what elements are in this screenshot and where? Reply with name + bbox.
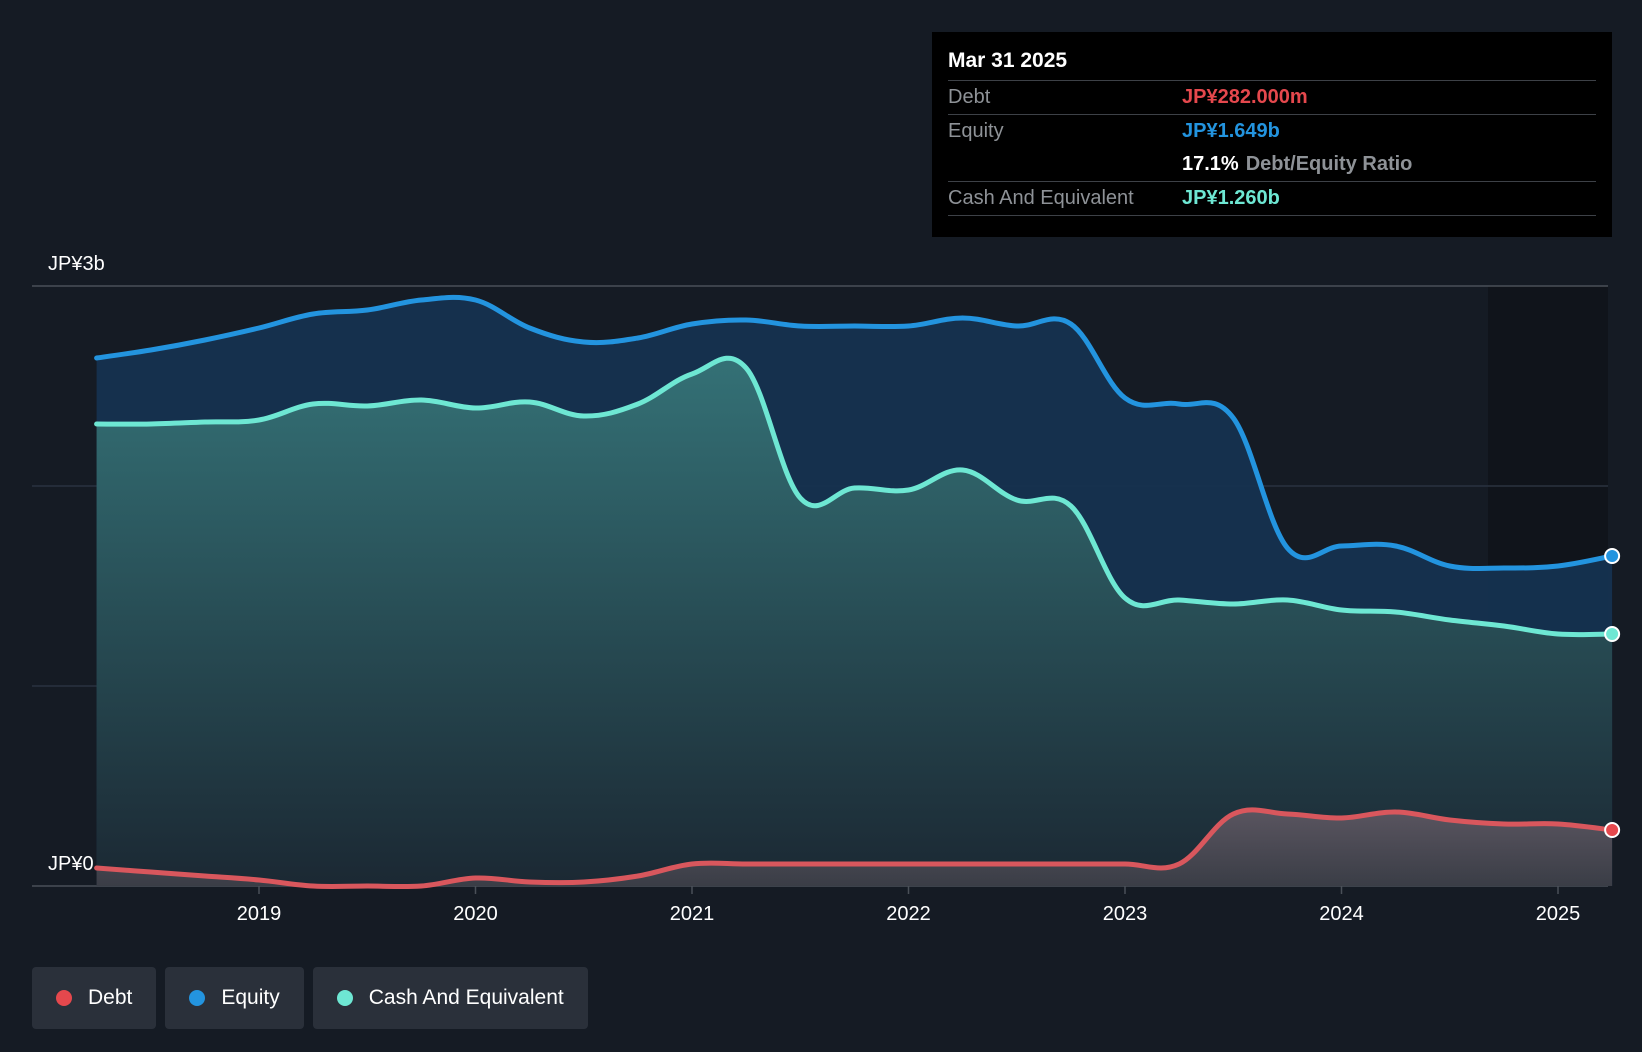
tooltip-ratio-label: Debt/Equity Ratio bbox=[1245, 153, 1413, 175]
tooltip-debt-label: Debt bbox=[948, 86, 991, 108]
x-tick-label-2025: 2025 bbox=[1536, 903, 1581, 925]
y-tick-label-top: JP¥3b bbox=[48, 253, 105, 275]
tooltip-cash-value: JP¥1.260b bbox=[1182, 187, 1280, 209]
equity-line bbox=[94, 294, 1615, 571]
x-tick-label-2024: 2024 bbox=[1319, 903, 1364, 925]
debt-dot-icon bbox=[56, 990, 72, 1006]
x-tick-label-2019: 2019 bbox=[237, 903, 282, 925]
debt-line bbox=[94, 807, 1615, 890]
cash-area bbox=[96, 358, 1613, 886]
tooltip-row-cash: Cash And Equivalent JP¥1.260b bbox=[948, 182, 1596, 216]
legend-label-debt: Debt bbox=[88, 986, 133, 1009]
cash-line bbox=[94, 355, 1615, 638]
tooltip-row-equity: Equity JP¥1.649b bbox=[948, 115, 1596, 148]
tooltip-row-debt: Debt JP¥282.000m bbox=[948, 81, 1596, 115]
x-tick-label-2020: 2020 bbox=[453, 903, 498, 925]
debt-end-marker bbox=[1604, 822, 1621, 838]
tooltip-equity-label: Equity bbox=[948, 120, 1004, 142]
x-tick-label-2022: 2022 bbox=[886, 903, 931, 925]
legend-label-equity: Equity bbox=[221, 986, 280, 1009]
y-tick-label-bottom: JP¥0 bbox=[48, 853, 94, 875]
equity-end-marker bbox=[1604, 548, 1621, 564]
tooltip-debt-value: JP¥282.000m bbox=[1182, 86, 1308, 108]
equity-dot-icon bbox=[189, 990, 206, 1006]
end-markers bbox=[1604, 548, 1621, 838]
tooltip-ratio-value: 17.1% bbox=[1182, 153, 1239, 175]
tooltip-cash-label: Cash And Equivalent bbox=[948, 187, 1134, 209]
tooltip-date: Mar 31 2025 bbox=[948, 46, 1596, 81]
cash-end-marker bbox=[1604, 626, 1621, 642]
tooltip-row-ratio: 17.1% Debt/Equity Ratio bbox=[948, 148, 1596, 182]
x-tick-label-2021: 2021 bbox=[670, 903, 715, 925]
legend-item-cash[interactable]: Cash And Equivalent bbox=[312, 967, 588, 1029]
cash-dot-icon bbox=[336, 990, 353, 1006]
legend-label-cash: Cash And Equivalent bbox=[368, 986, 564, 1009]
legend-item-debt[interactable]: Debt bbox=[32, 967, 157, 1029]
legend: Debt Equity Cash And Equivalent bbox=[32, 967, 588, 1029]
debt-area bbox=[96, 809, 1613, 887]
x-tick-label-2023: 2023 bbox=[1103, 903, 1148, 925]
legend-item-equity[interactable]: Equity bbox=[165, 967, 304, 1029]
tooltip-panel: Mar 31 2025 Debt JP¥282.000m Equity JP¥1… bbox=[932, 32, 1612, 237]
x-axis-ticks: 2019 2020 2021 2022 2023 2024 2025 bbox=[237, 886, 1581, 925]
tooltip-equity-value: JP¥1.649b bbox=[1182, 120, 1280, 142]
